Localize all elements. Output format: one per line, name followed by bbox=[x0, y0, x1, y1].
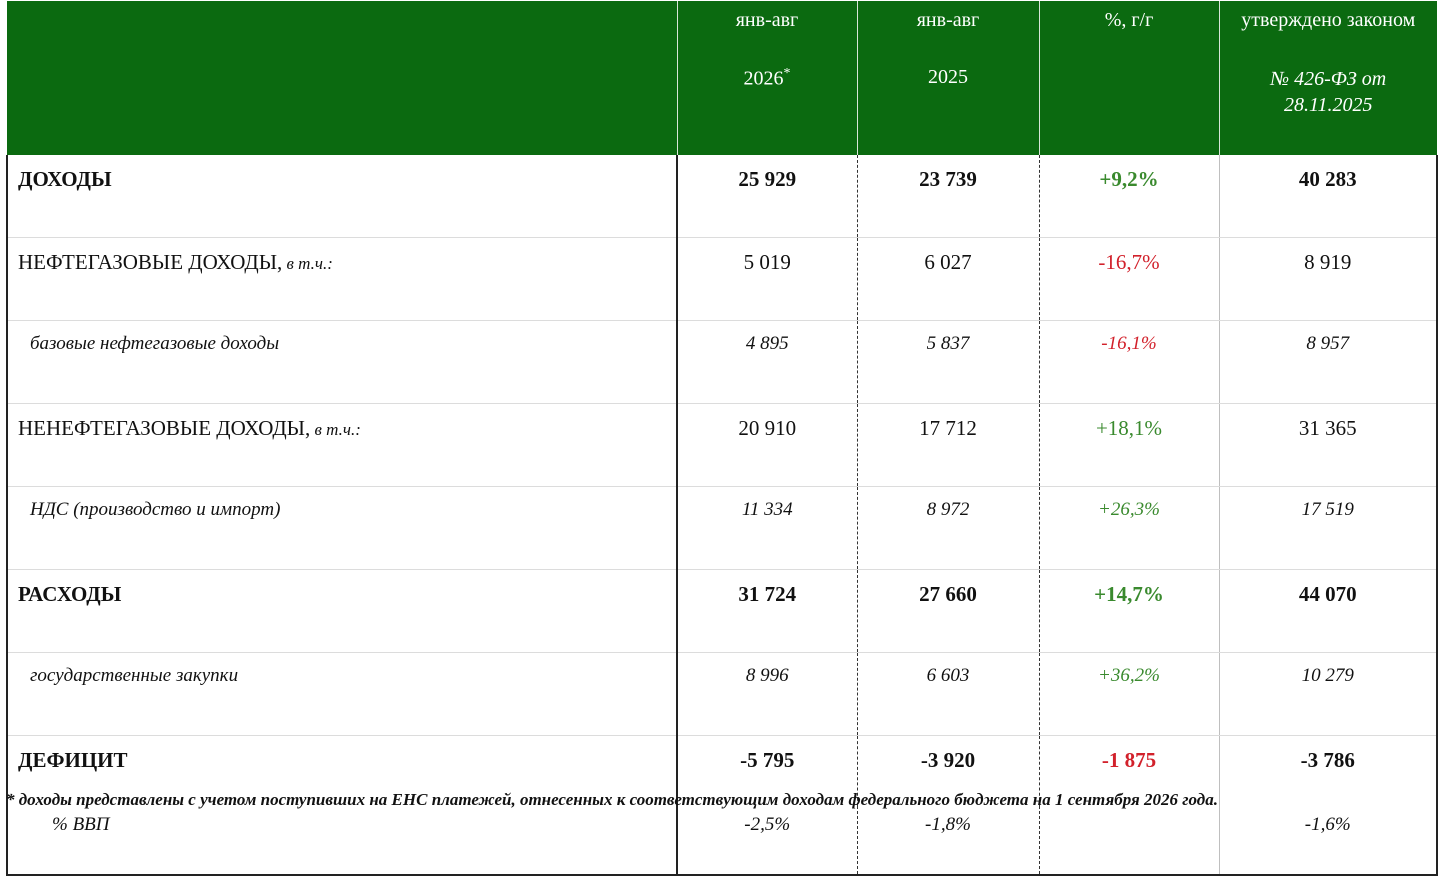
value-law: 17 519 bbox=[1219, 486, 1438, 570]
value-yoy: -1 875 bbox=[1039, 735, 1220, 806]
value-2025: 6 027 bbox=[857, 237, 1040, 321]
value-law: 40 283 bbox=[1219, 155, 1438, 238]
row-label: % ВВП bbox=[6, 806, 678, 876]
table-header: янв-авг 2026* янв-авг 2025 %, г/г утверж… bbox=[7, 1, 1437, 155]
value-law: 8 957 bbox=[1219, 320, 1438, 404]
table-row: РАСХОДЫ 31 724 27 660 +14,7% 44 070 bbox=[6, 569, 1438, 653]
header-label-cell bbox=[7, 1, 678, 155]
value-2025: -1,8% bbox=[857, 806, 1040, 876]
footnote: * доходы представлены с учетом поступивш… bbox=[6, 790, 1218, 809]
value-law: 44 070 bbox=[1219, 569, 1438, 653]
value-yoy: +26,3% bbox=[1039, 486, 1220, 570]
value-2026: 20 910 bbox=[677, 403, 858, 487]
row-label: НЕНЕФТЕГАЗОВЫЕ ДОХОДЫ, в т.ч.: bbox=[6, 403, 678, 487]
table-row: ДЕФИЦИТ -5 795 -3 920 -1 875 -3 786 bbox=[6, 735, 1438, 806]
value-law: -1,6% bbox=[1219, 806, 1438, 876]
header-col-law: утверждено законом № 426-ФЗ от 28.11.2025 bbox=[1219, 1, 1437, 155]
value-yoy: -16,1% bbox=[1039, 320, 1220, 404]
value-2026: 8 996 bbox=[677, 652, 858, 736]
value-yoy: +18,1% bbox=[1039, 403, 1220, 487]
value-2025: 8 972 bbox=[857, 486, 1040, 570]
value-2026: 11 334 bbox=[677, 486, 858, 570]
value-2026: 31 724 bbox=[677, 569, 858, 653]
row-label: НЕФТЕГАЗОВЫЕ ДОХОДЫ, в т.ч.: bbox=[6, 237, 678, 321]
table-row: НЕНЕФТЕГАЗОВЫЕ ДОХОДЫ, в т.ч.: 20 910 17… bbox=[6, 403, 1438, 487]
value-2026: 5 019 bbox=[677, 237, 858, 321]
value-law: 31 365 bbox=[1219, 403, 1438, 487]
value-law: 8 919 bbox=[1219, 237, 1438, 321]
value-yoy: -16,7% bbox=[1039, 237, 1220, 321]
table-row: базовые нефтегазовые доходы 4 895 5 837 … bbox=[6, 320, 1438, 404]
value-2025: 27 660 bbox=[857, 569, 1040, 653]
row-label: ДОХОДЫ bbox=[6, 155, 678, 238]
value-2025: -3 920 bbox=[857, 735, 1040, 806]
table-row: государственные закупки 8 996 6 603 +36,… bbox=[6, 652, 1438, 736]
value-law: -3 786 bbox=[1219, 735, 1438, 806]
table-row: % ВВП -2,5% -1,8% -1,6% bbox=[6, 806, 1438, 876]
row-label: РАСХОДЫ bbox=[6, 569, 678, 653]
row-label: ДЕФИЦИТ bbox=[6, 735, 678, 806]
header-col-2026: янв-авг 2026* bbox=[677, 1, 858, 155]
table-row: НЕФТЕГАЗОВЫЕ ДОХОДЫ, в т.ч.: 5 019 6 027… bbox=[6, 237, 1438, 321]
value-2025: 6 603 bbox=[857, 652, 1040, 736]
value-yoy: +36,2% bbox=[1039, 652, 1220, 736]
value-2026: -2,5% bbox=[677, 806, 858, 876]
value-2026: 4 895 bbox=[677, 320, 858, 404]
value-yoy: +9,2% bbox=[1039, 155, 1220, 238]
value-law: 10 279 bbox=[1219, 652, 1438, 736]
value-2025: 17 712 bbox=[857, 403, 1040, 487]
value-2026: 25 929 bbox=[677, 155, 858, 238]
table-row: ДОХОДЫ 25 929 23 739 +9,2% 40 283 bbox=[6, 155, 1438, 238]
row-label: государственные закупки bbox=[6, 652, 678, 736]
value-yoy bbox=[1039, 806, 1220, 876]
table-row: НДС (производство и импорт) 11 334 8 972… bbox=[6, 486, 1438, 570]
value-yoy: +14,7% bbox=[1039, 569, 1220, 653]
budget-table: янв-авг 2026* янв-авг 2025 %, г/г утверж… bbox=[6, 1, 1438, 876]
header-col-yoy: %, г/г bbox=[1039, 1, 1220, 155]
value-2025: 5 837 bbox=[857, 320, 1040, 404]
row-label: НДС (производство и импорт) bbox=[6, 486, 678, 570]
value-2025: 23 739 bbox=[857, 155, 1040, 238]
value-2026: -5 795 bbox=[677, 735, 858, 806]
header-col-2025: янв-авг 2025 bbox=[857, 1, 1040, 155]
row-label: базовые нефтегазовые доходы bbox=[6, 320, 678, 404]
